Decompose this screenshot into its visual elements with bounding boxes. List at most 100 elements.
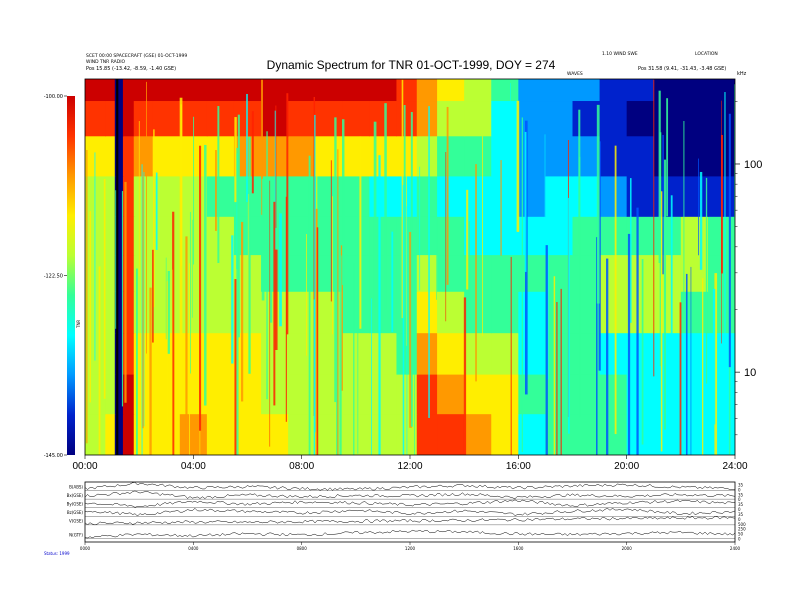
spectrogram-cell bbox=[122, 79, 135, 102]
spectrogram-cell bbox=[680, 79, 709, 102]
spectrogram-cell bbox=[342, 291, 370, 334]
spectrogram-cell bbox=[545, 79, 574, 102]
spectrogram-cell bbox=[114, 175, 124, 217]
spectrogram-streak bbox=[391, 231, 394, 332]
spectrogram-streak bbox=[236, 147, 239, 455]
spectrogram-streak bbox=[670, 195, 673, 455]
spectrogram-cell bbox=[518, 216, 547, 256]
spectrogram-cell bbox=[572, 374, 601, 415]
spectrogram-cell bbox=[133, 413, 154, 455]
spectrogram-streak bbox=[353, 263, 355, 455]
spectrogram-streak bbox=[721, 100, 722, 344]
footer-status: Status: 1999 bbox=[44, 551, 70, 556]
line-series-path bbox=[85, 507, 735, 517]
spectrogram-cell bbox=[707, 374, 735, 415]
spectrogram-cell bbox=[233, 79, 262, 102]
line-right-tick-label: 35 bbox=[738, 502, 744, 507]
spectrogram-streak bbox=[728, 113, 731, 368]
spectrogram-cell bbox=[288, 135, 316, 177]
spectrogram-streak bbox=[666, 98, 669, 217]
spectrogram-cell bbox=[288, 254, 316, 292]
spectrogram-cell bbox=[416, 216, 438, 256]
line-right-tick-label: 0 bbox=[738, 507, 741, 512]
spectrogram-cell bbox=[288, 79, 316, 102]
spectrogram-streak bbox=[143, 172, 145, 427]
line-series-label: N(GTF) bbox=[69, 532, 83, 537]
spectrogram-cell bbox=[206, 175, 235, 217]
line-x-tick-label: 2400 bbox=[730, 546, 741, 551]
spectrogram-streak bbox=[568, 197, 570, 434]
colorbar-label: TNR bbox=[76, 320, 81, 329]
spectrogram-cell bbox=[437, 254, 465, 292]
spectrogram-streak bbox=[193, 116, 195, 265]
spectrogram-cell bbox=[416, 332, 438, 375]
line-x-tick-label: 2000 bbox=[622, 546, 633, 551]
spectrogram-cell bbox=[680, 413, 709, 455]
spectrogram-streak bbox=[660, 191, 663, 452]
spectrogram-streak bbox=[86, 149, 88, 444]
spectrogram-cell bbox=[206, 216, 235, 256]
spectrogram-streak bbox=[403, 105, 406, 245]
spectrogram-streak bbox=[373, 121, 377, 308]
spectrogram-cell bbox=[342, 100, 370, 137]
spectrogram-cell bbox=[206, 332, 235, 375]
spectrogram-cell bbox=[518, 79, 547, 102]
spectrogram-cell bbox=[105, 175, 116, 217]
spectrogram-cell bbox=[599, 135, 628, 177]
spectrogram-cell bbox=[626, 413, 655, 455]
spectrogram-cell bbox=[599, 254, 628, 292]
spectrogram-cell bbox=[122, 175, 135, 217]
spectrogram-streak bbox=[724, 92, 726, 375]
spectrogram-streak bbox=[261, 178, 265, 301]
spectrogram-streak bbox=[560, 288, 562, 455]
spectrogram-cell bbox=[369, 413, 398, 455]
spectrogram-cell bbox=[653, 216, 682, 256]
spectrogram-streak bbox=[234, 279, 237, 455]
spectrogram-cell bbox=[572, 79, 601, 102]
spectrogram-cell bbox=[416, 291, 438, 334]
spectrogram-cell bbox=[491, 216, 519, 256]
spectrogram-streak bbox=[199, 145, 202, 431]
spectrogram-cell bbox=[342, 135, 370, 177]
spectrogram-cell bbox=[85, 100, 106, 137]
spectrogram-streak bbox=[627, 233, 631, 455]
spectrogram-streak bbox=[340, 245, 343, 391]
spectrogram-cell bbox=[464, 374, 492, 415]
spectrogram-streak bbox=[204, 144, 207, 406]
spectrogram-streak bbox=[172, 269, 174, 455]
spectrogram-cell bbox=[572, 216, 601, 256]
spectrogram-cell bbox=[653, 79, 682, 102]
spectrogram-streak bbox=[266, 131, 268, 400]
spectrogram-cell bbox=[518, 135, 547, 177]
spectrogram-cell bbox=[315, 291, 343, 334]
spectrogram-cell bbox=[545, 100, 574, 137]
spectrogram-streak bbox=[314, 114, 316, 433]
line-series-label: By(GSE) bbox=[67, 501, 84, 506]
spectrogram-streak bbox=[705, 177, 708, 384]
spectrogram-cell bbox=[599, 79, 628, 102]
spectrogram-streak bbox=[679, 302, 682, 455]
spectrogram-cell bbox=[85, 413, 106, 455]
spectrogram-streak bbox=[89, 211, 91, 403]
spectrogram-cell bbox=[85, 254, 106, 292]
spectrogram-streak bbox=[510, 83, 511, 207]
spectrogram-streak bbox=[410, 112, 413, 427]
spectrogram-streak bbox=[146, 81, 147, 354]
line-right-tick-label: 0 bbox=[738, 537, 741, 542]
x-tick-label: 08:00 bbox=[289, 461, 314, 472]
line-series-path bbox=[85, 529, 735, 539]
spectrogram-cell bbox=[626, 135, 655, 177]
spectrogram-cell bbox=[491, 100, 519, 137]
spectrogram-streak bbox=[191, 219, 193, 318]
spectrogram-streak bbox=[251, 111, 254, 194]
spectrogram-streak bbox=[135, 268, 138, 455]
spectrogram-cell bbox=[288, 332, 316, 375]
spectrogram-cell bbox=[680, 254, 709, 292]
spectrogram-cell bbox=[464, 135, 492, 177]
spectrogram-cell bbox=[518, 413, 547, 455]
spectrogram-streak bbox=[406, 206, 408, 455]
spectrogram-cell bbox=[122, 135, 135, 177]
spectrogram-cell bbox=[122, 374, 135, 415]
spectrogram-cell bbox=[572, 135, 601, 177]
spectrogram-cell bbox=[437, 413, 465, 455]
